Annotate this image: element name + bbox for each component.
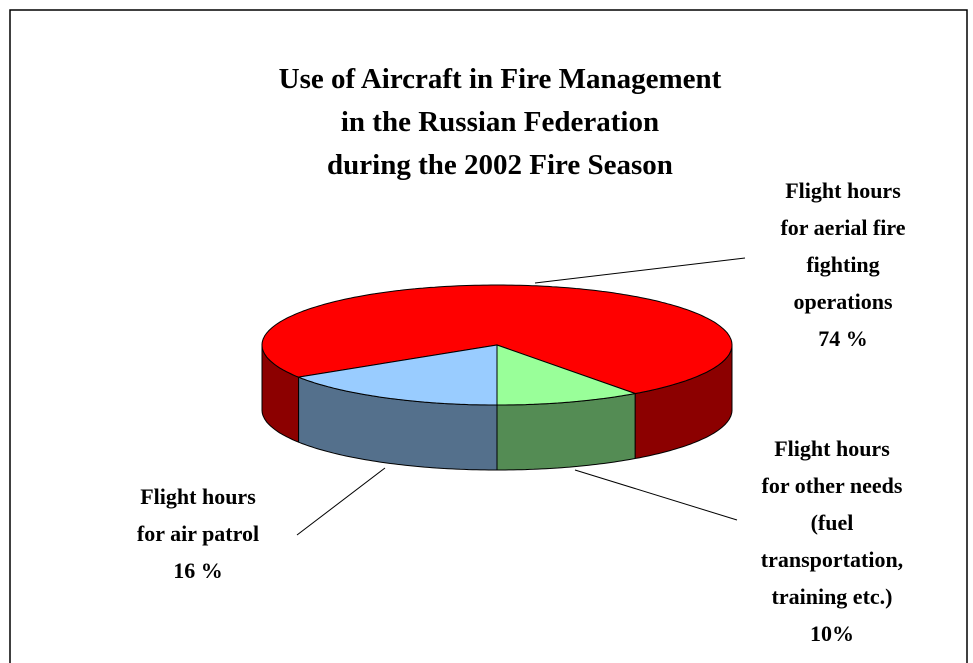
pie-slice [496,344,638,406]
leader-line [574,469,738,521]
slice-label: Flight hours for air patrol 16 % [88,478,308,589]
value-label: 74 % [818,326,868,351]
chart-title: Use of Aircraft in Fire Management in th… [278,63,722,181]
category-label: Flight hours for air patrol [136,484,260,546]
leader-line [534,257,746,284]
category-label: Flight hours for other needs (fuel trans… [760,436,904,609]
pie-slice [261,284,733,395]
value-label: 16 % [173,558,223,583]
value-label: 10% [810,621,854,646]
pie-slice [296,344,498,406]
slice-label: Flight hours for other needs (fuel trans… [722,430,942,652]
leader-line [296,467,386,536]
slice-label: Flight hours for aerial fire fighting op… [733,172,953,357]
category-label: Flight hours for aerial fire fighting op… [780,178,906,314]
